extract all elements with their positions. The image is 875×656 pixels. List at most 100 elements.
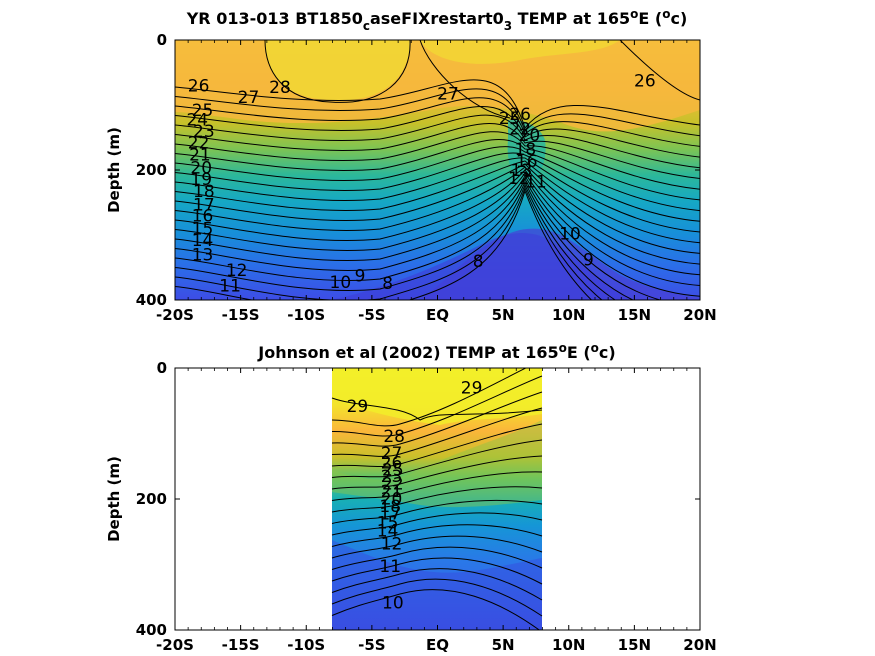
contour-label: 23	[381, 467, 403, 487]
contour-label: 14	[377, 521, 399, 541]
isotherm-line	[175, 123, 700, 179]
isotherm-line	[331, 546, 543, 570]
isotherm-line	[175, 189, 593, 300]
contour-label: 18	[193, 182, 215, 202]
y-axis-2: 0 200 400	[136, 359, 700, 639]
contour-label: 26	[381, 453, 403, 473]
x-tick-label: 10N	[552, 306, 585, 324]
contour-label: 17	[379, 504, 401, 524]
x-tick-label: 20N	[683, 306, 716, 324]
contour-label: 20	[519, 126, 541, 146]
isotherm-line	[175, 177, 663, 300]
isotherm-line	[175, 106, 700, 158]
contour-label: 11	[525, 173, 547, 193]
contour-label: 23	[193, 122, 215, 142]
y-axis-label-2: Depth (m)	[105, 456, 123, 542]
contour-label: 22	[188, 134, 210, 154]
isotherm-line	[331, 499, 543, 524]
contour-label: 18	[515, 140, 537, 160]
contour-label: 26	[509, 105, 531, 125]
x-tick-label: -15S	[222, 636, 260, 654]
isotherm-line	[175, 131, 700, 190]
x-axis-1: -20S -15S -10S -5S EQ 5N 10N 15N 20N	[156, 40, 717, 324]
contour-label: 27	[381, 444, 403, 464]
contour-label: 10	[382, 593, 404, 613]
isotherm-line	[331, 397, 543, 421]
isotherm-line	[175, 174, 700, 297]
isotherm-line	[331, 368, 527, 427]
contour-label: 18	[379, 497, 401, 517]
isotherm-line	[175, 166, 700, 265]
x-tick-label: -5S	[358, 636, 385, 654]
isotherm-line	[175, 160, 700, 244]
y-tick-label: 400	[136, 291, 167, 309]
contour-label: 29	[461, 379, 483, 399]
y-axis-label-1: Depth (m)	[105, 127, 123, 213]
y-tick-label: 200	[136, 161, 167, 179]
y-tick-label: 0	[157, 359, 167, 377]
x-tick-label: -15S	[222, 306, 260, 324]
y-axis-1: 0 200 400	[136, 31, 700, 309]
isotherm-line	[619, 40, 700, 101]
isotherm-line	[331, 535, 543, 559]
contour-label: 22	[509, 119, 531, 139]
isotherm-line	[331, 375, 543, 437]
contour-label: 16	[516, 152, 538, 172]
contour-label: 19	[190, 170, 212, 190]
isotherm-line	[331, 578, 543, 617]
isotherm-line	[331, 524, 543, 547]
contour-label: 25	[499, 109, 521, 129]
contour-label: 22	[382, 474, 404, 494]
panel-2: Johnson et al (2002) TEMP at 165oE (oc) …	[105, 341, 717, 654]
contour-label: 12	[381, 535, 403, 555]
x-tick-label: -5S	[358, 306, 385, 324]
contour-label: 15	[377, 514, 399, 534]
isotherm-line	[175, 114, 700, 169]
isotherm-line	[175, 180, 635, 300]
contour-label: 12	[508, 169, 530, 189]
contour-label: 8	[382, 274, 393, 294]
contour-label: 21	[189, 145, 211, 165]
chart-title-2: Johnson et al (2002) TEMP at 165oE (oc)	[257, 341, 615, 362]
isotherm-line	[175, 172, 700, 286]
contour-label: 8	[473, 252, 484, 272]
contour-label: 13	[192, 246, 214, 266]
contour-label: 17	[193, 195, 215, 215]
contour-label: 20	[381, 489, 403, 509]
contour-label: 26	[634, 71, 656, 91]
contour-label: 11	[379, 557, 401, 577]
contour-label: 27	[238, 88, 260, 108]
x-tick-label: -20S	[156, 636, 194, 654]
isotherm-line	[331, 589, 541, 630]
y-tick-label: 400	[136, 621, 167, 639]
chart-title-1: YR 013-013 BT1850caseFIXrestart03 TEMP a…	[186, 7, 688, 33]
contour-label: 13	[511, 161, 533, 181]
contour-label: 26	[188, 77, 210, 97]
contour-label: 10	[559, 225, 581, 245]
isotherm-line	[331, 568, 543, 601]
x-tick-label: 10N	[552, 636, 585, 654]
contour-label: 16	[192, 207, 214, 227]
y-tick-label: 200	[136, 490, 167, 508]
x-axis-2: -20S -15S -10S -5S EQ 5N 10N 15N 20N	[156, 368, 717, 654]
x-tick-label: 15N	[618, 636, 651, 654]
isotherm-line	[175, 79, 700, 130]
contour-label: 24	[186, 110, 208, 130]
isotherm-line	[331, 407, 543, 457]
contour-label: 11	[219, 277, 241, 297]
panel-1: YR 013-013 BT1850caseFIXrestart03 TEMP a…	[105, 7, 717, 324]
contour-label: 28	[383, 427, 405, 447]
contour-label: 27	[437, 84, 459, 104]
contour-label: 28	[269, 78, 291, 98]
y-tick-label: 0	[157, 31, 167, 49]
isotherm-line	[175, 157, 700, 233]
contour-label: 25	[382, 461, 404, 481]
contour-label: 25	[192, 101, 214, 121]
x-tick-label: EQ	[426, 636, 449, 654]
isotherm-line	[331, 512, 543, 536]
isotherm-line	[175, 97, 700, 147]
contour-label: 29	[347, 397, 369, 417]
contour-lines-2	[331, 368, 543, 630]
